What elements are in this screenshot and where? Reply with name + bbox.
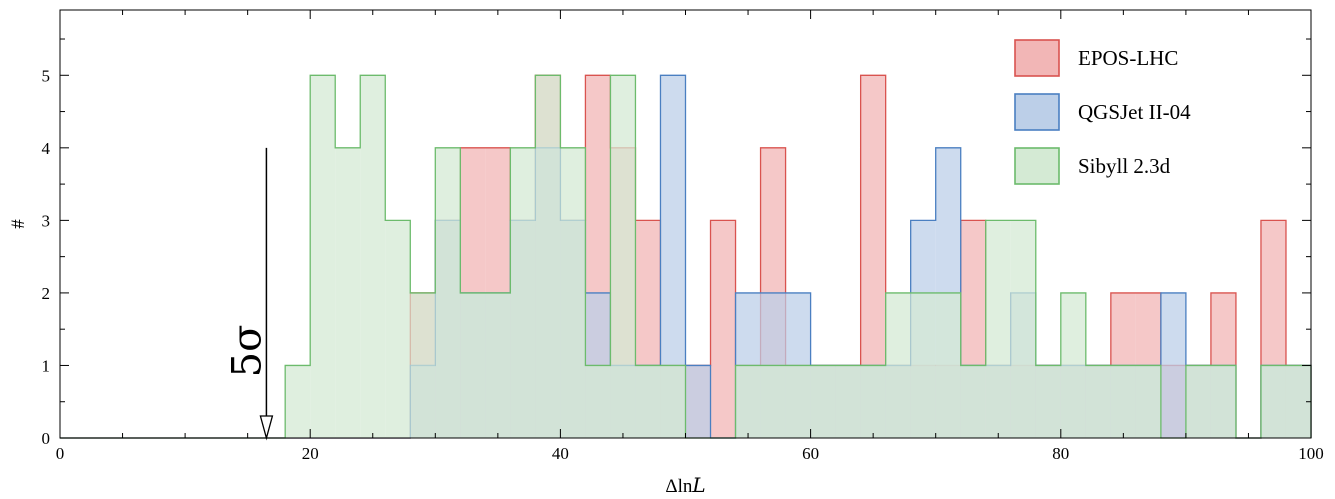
histogram-bar: [585, 365, 611, 438]
x-tick-label: 100: [1298, 444, 1324, 463]
histogram-bar: [985, 220, 1011, 438]
histogram-bar: [410, 292, 436, 438]
y-tick-label: 4: [42, 139, 51, 158]
y-tick-label: 2: [42, 284, 51, 303]
legend-label: QGSJet II-04: [1078, 100, 1191, 124]
histogram-bar: [310, 75, 336, 438]
legend-label: EPOS-LHC: [1078, 46, 1178, 70]
legend-swatch: [1014, 93, 1060, 131]
y-tick-label: 1: [42, 356, 51, 375]
histogram-outline: [60, 74, 1312, 439]
histogram-bar: [435, 147, 461, 438]
axes-layer: 0 20 40 60 80 100 0 1 2 3 4 5 ΔlnL #: [8, 10, 1324, 497]
series-layer: [60, 74, 1312, 439]
x-axis-title: ΔlnL: [665, 473, 705, 497]
histogram-bar: [935, 292, 961, 438]
histogram-bar: [1085, 365, 1111, 438]
histogram-bar: [660, 365, 686, 438]
histogram-bar: [385, 220, 411, 438]
legend-swatch: [1014, 39, 1060, 77]
histogram-bar: [735, 365, 761, 438]
histogram-bar: [560, 147, 586, 438]
y-tick-label: 5: [42, 66, 51, 85]
histogram-bar: [510, 147, 536, 438]
y-tick-label: 3: [42, 211, 51, 230]
x-tick-label: 60: [802, 444, 819, 463]
histogram-bar: [885, 292, 911, 438]
x-tick-label: 40: [552, 444, 569, 463]
histogram-bar: [910, 292, 936, 438]
histogram-bar: [860, 365, 886, 438]
histogram-bar: [685, 365, 711, 438]
histogram-bar: [785, 365, 811, 438]
histogram-bar: [610, 75, 636, 438]
y-axis-title: #: [8, 219, 29, 229]
x-tick-label: 0: [56, 444, 65, 463]
histogram-bar: [1110, 365, 1136, 438]
annotation-label: 5σ: [224, 325, 270, 378]
y-tick-label: 0: [42, 429, 51, 448]
legend: EPOS-LHC QGSJet II-04 Sibyll 2.3d: [1014, 39, 1191, 185]
histogram-bar: [710, 220, 736, 438]
histogram-bar: [1210, 365, 1236, 438]
legend-label: Sibyll 2.3d: [1078, 154, 1171, 178]
histogram-bar: [1135, 365, 1161, 438]
histogram-bar: [535, 75, 561, 438]
histogram-bar: [1160, 292, 1186, 438]
series-3: [60, 74, 1312, 439]
legend-swatch: [1014, 147, 1060, 185]
histogram-bar: [1260, 365, 1286, 438]
histogram-bar: [360, 75, 386, 438]
histogram-bar: [635, 365, 661, 438]
histogram-bar: [460, 292, 486, 438]
histogram-bar: [485, 292, 511, 438]
x-tick-label: 20: [302, 444, 319, 463]
histogram-bar: [960, 365, 986, 438]
histogram-bar: [810, 365, 836, 438]
histogram-bar: [835, 365, 861, 438]
histogram-bar: [760, 365, 786, 438]
annotation-layer: 5σ: [224, 147, 274, 441]
histogram-bar: [1060, 292, 1086, 438]
histogram-bar: [285, 365, 311, 438]
histogram-bar: [1185, 365, 1211, 438]
histogram-bar: [335, 147, 361, 438]
x-tick-label: 80: [1052, 444, 1069, 463]
histogram-bar: [1010, 220, 1036, 438]
annotation-arrow-head: [259, 415, 274, 441]
histogram-bar: [1035, 365, 1061, 438]
